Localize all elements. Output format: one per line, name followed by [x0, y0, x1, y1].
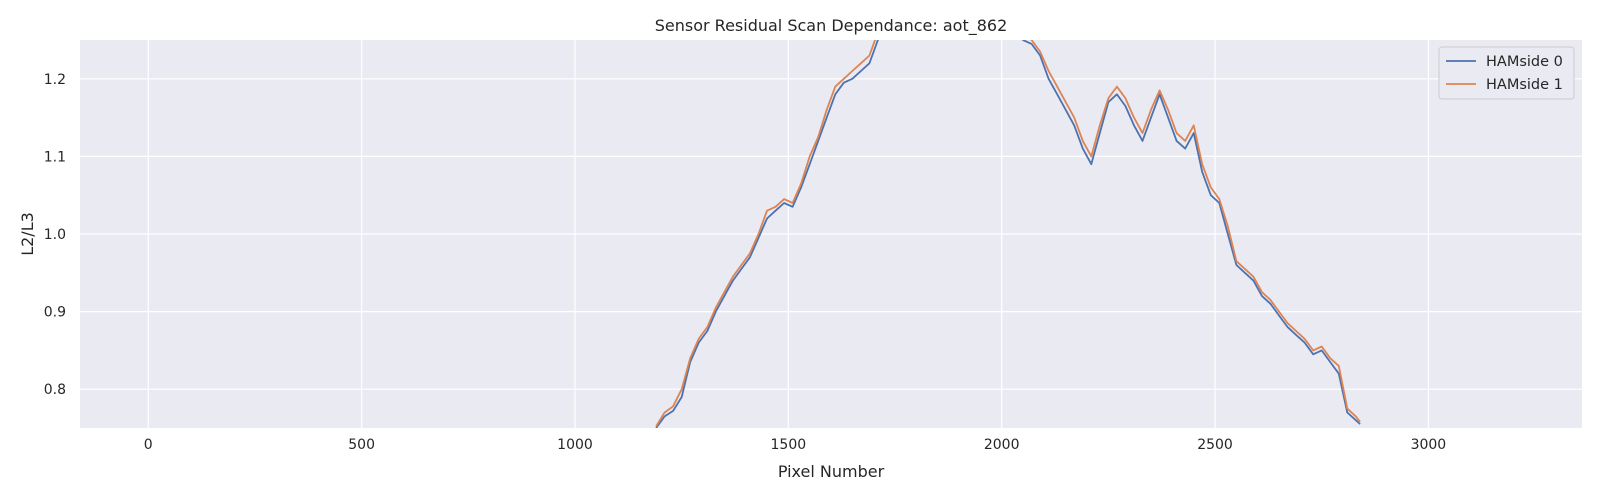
x-tick-label: 0: [144, 437, 153, 453]
series-line-hamside-1: [655, 40, 1361, 427]
series-line-hamside-0: [655, 40, 1361, 428]
legend-label-hamside-0: HAMside 0: [1486, 54, 1563, 70]
x-tick-label: 2000: [984, 437, 1020, 453]
x-tick-label: 1500: [771, 437, 807, 453]
y-ticks: 0.8 0.9 1.0 1.1 1.2: [44, 72, 66, 398]
series-layer: [655, 40, 1361, 428]
x-tick-label: 1000: [557, 437, 593, 453]
legend-label-hamside-1: HAMside 1: [1486, 77, 1563, 93]
y-tick-label: 0.9: [44, 305, 66, 321]
x-axis-label: Pixel Number: [778, 462, 885, 481]
legend-box: [1438, 46, 1575, 100]
x-ticks: 0 500 1000 1500 2000 2500 3000: [144, 437, 1446, 453]
y-tick-label: 0.8: [44, 382, 66, 398]
y-tick-label: 1.0: [44, 227, 66, 243]
legend: HAMside 0 HAMside 1: [1438, 46, 1575, 100]
chart-title: Sensor Residual Scan Dependance: aot_862: [655, 16, 1008, 36]
y-tick-label: 1.1: [44, 149, 66, 165]
x-tick-label: 3000: [1411, 437, 1447, 453]
y-tick-label: 1.2: [44, 72, 66, 88]
y-axis-label: L2/L3: [18, 212, 37, 256]
x-tick-label: 500: [348, 437, 375, 453]
x-tick-label: 2500: [1197, 437, 1233, 453]
grid: [80, 40, 1582, 428]
